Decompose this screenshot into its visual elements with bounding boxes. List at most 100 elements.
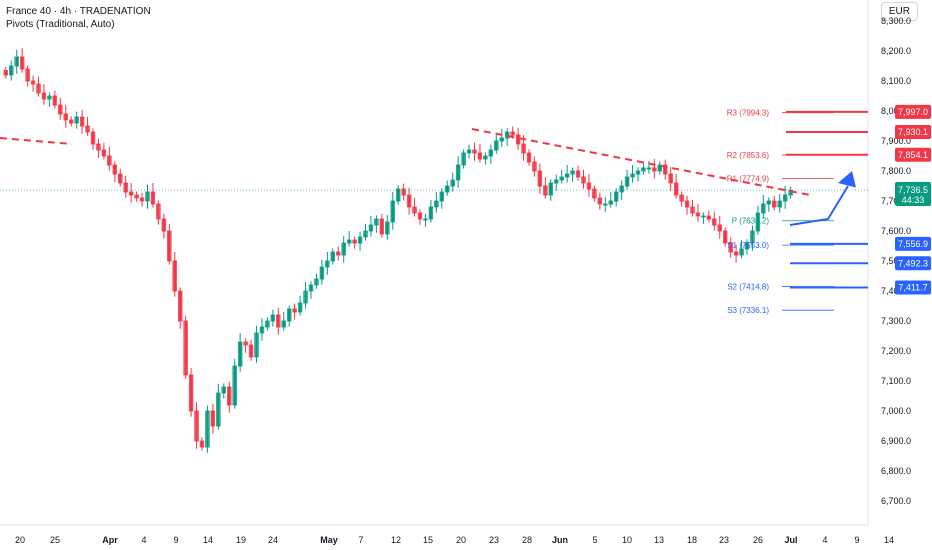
candle-fill: [522, 144, 525, 153]
candle-fill: [696, 213, 700, 216]
price-tick-label: 7,600.0: [881, 226, 911, 236]
candle-fill: [762, 204, 765, 213]
candle-fill: [407, 195, 411, 207]
time-tick-label: Jul: [784, 535, 797, 545]
candle-fill: [424, 219, 427, 220]
candle-fill: [413, 207, 416, 213]
candle-fill: [456, 165, 460, 180]
pivot-level-label: R1 (7774.9): [727, 175, 770, 184]
candle-fill: [195, 411, 198, 441]
candle-fill: [451, 180, 454, 186]
pivot-level-label: R2 (7853.6): [727, 151, 770, 160]
candle-fill: [783, 195, 787, 201]
candle-fill: [538, 171, 542, 186]
candle-fill: [495, 141, 498, 150]
candle-fill: [614, 192, 618, 201]
candle-fill: [391, 201, 395, 222]
candle-fill: [26, 69, 29, 81]
time-tick-label: 19: [236, 535, 246, 545]
candle-fill: [4, 70, 8, 75]
time-tick-label: 23: [489, 535, 499, 545]
candle-fill: [402, 189, 405, 195]
candle-fill: [658, 165, 662, 171]
candle-fill: [304, 291, 307, 303]
time-tick-label: 4: [141, 535, 146, 545]
time-tick-label: Jun: [552, 535, 568, 545]
candle-fill: [593, 189, 596, 198]
candle-fill: [102, 150, 106, 156]
candle-fill: [113, 165, 117, 174]
currency-badge[interactable]: EUR: [880, 2, 918, 21]
candle-fill: [211, 411, 215, 426]
candle-fill: [598, 198, 602, 204]
candle-fill: [669, 174, 672, 183]
candle-fill: [282, 321, 286, 327]
price-tag: [895, 256, 931, 271]
candle-fill: [249, 345, 253, 357]
candle-fill: [767, 201, 771, 204]
candle-fill: [31, 81, 35, 84]
candle-fill: [467, 150, 471, 153]
candle-fill: [445, 186, 449, 192]
candle-fill: [653, 168, 656, 171]
candle-fill: [718, 225, 722, 231]
candle-fill: [173, 261, 177, 291]
candle-fill: [326, 261, 329, 267]
time-tick-label: May: [320, 535, 338, 545]
chart-header: France 40 · 4h · TRADENATION Pivots (Tra…: [6, 5, 151, 31]
candle-fill: [756, 213, 760, 231]
candle-fill: [702, 216, 705, 217]
price-tick-label: 7,200.0: [881, 346, 911, 356]
candle-fill: [691, 207, 694, 213]
price-tag: [895, 236, 931, 251]
candle-fill: [745, 243, 749, 249]
candle-fill: [511, 132, 514, 135]
candle-fill: [560, 177, 563, 180]
candle-fill: [151, 192, 155, 204]
candle-fill: [129, 192, 133, 195]
candle-fill: [91, 132, 95, 144]
time-tick-label: 14: [203, 535, 213, 545]
price-tick-label: 8,100.0: [881, 76, 911, 86]
candle-fill: [544, 186, 547, 195]
candle-fill: [108, 156, 111, 165]
bar-countdown: 44:33: [902, 195, 925, 205]
indicator-legend[interactable]: Pivots (Traditional, Auto): [6, 19, 115, 30]
forecast-arrowhead: [838, 171, 856, 188]
candle-fill: [587, 183, 591, 189]
candle-fill: [789, 190, 792, 195]
price-tick-label: 6,700.0: [881, 496, 911, 506]
candle-fill: [473, 150, 476, 153]
candle-fill: [604, 204, 607, 205]
candle-fill: [778, 201, 781, 207]
candle-fill: [489, 150, 493, 156]
time-tick-label: 20: [15, 535, 25, 545]
candle-fill: [375, 219, 378, 225]
candle-fill: [380, 219, 384, 234]
pivot-level-label: S2 (7414.8): [727, 283, 769, 292]
price-tag-label: 7,411.7: [898, 282, 927, 292]
pivot-level-label: S1 (7553.0): [727, 241, 769, 250]
price-tick-label: 7,800.0: [881, 166, 911, 176]
candle-fill: [157, 204, 160, 219]
candle-fill: [48, 96, 51, 99]
candle-fill: [75, 117, 78, 123]
candle-fill: [20, 57, 24, 69]
time-tick-label: 9: [173, 535, 178, 545]
price-tick-label: 7,000.0: [881, 406, 911, 416]
candle-fill: [178, 291, 182, 321]
candle-fill: [53, 96, 57, 105]
price-tag-label: 7,930.1: [898, 127, 928, 137]
candle-fill: [663, 165, 667, 174]
candle-fill: [478, 153, 482, 159]
candle-fill: [271, 315, 275, 321]
time-tick-label: 23: [719, 535, 729, 545]
candle-fill: [549, 183, 553, 195]
time-tick-label: 9: [854, 535, 859, 545]
candle-fill: [353, 240, 356, 243]
candle-fill: [315, 279, 318, 285]
current-price-value: 7,736.5: [898, 185, 928, 195]
symbol-title[interactable]: France 40 · 4h · TRADENATION: [6, 6, 151, 17]
price-tag-label: 7,492.3: [898, 258, 928, 268]
